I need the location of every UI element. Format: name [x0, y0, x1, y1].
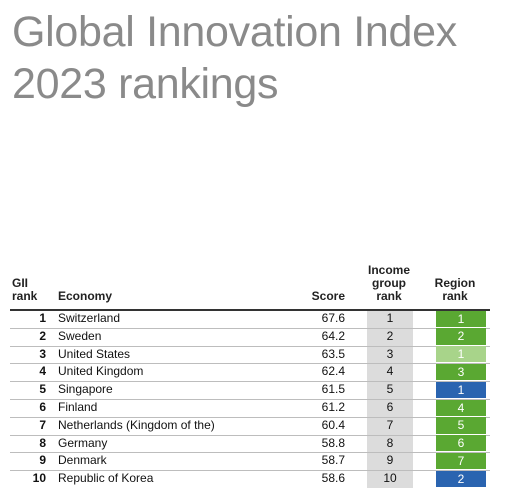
row-rule	[10, 470, 490, 472]
row-rule	[10, 327, 490, 329]
economy: Sweden	[58, 328, 102, 343]
gii-rank: 10	[32, 471, 46, 486]
row-rule	[10, 434, 490, 436]
economy: Republic of Korea	[58, 471, 154, 486]
region-rank: 2	[436, 328, 486, 345]
region-rank: 6	[436, 435, 486, 452]
income-rank: 7	[386, 417, 394, 432]
income-rank: 5	[386, 382, 394, 397]
row-rule	[10, 363, 490, 365]
score: 58.6	[321, 471, 345, 486]
row-rule	[10, 381, 490, 383]
score: 58.7	[321, 453, 345, 468]
title-line: 2023 rankings	[12, 60, 279, 108]
score: 58.8	[321, 435, 345, 450]
region-rank: 5	[436, 417, 486, 434]
gii-rank: 5	[39, 382, 46, 397]
score: 64.2	[321, 328, 345, 343]
economy: Singapore	[58, 382, 113, 397]
score: 63.5	[321, 346, 345, 361]
income-rank: 1	[386, 311, 394, 325]
income-rank: 10	[383, 471, 397, 486]
row-rule	[10, 399, 490, 400]
income-rank: 4	[386, 364, 394, 379]
economy: Denmark	[58, 453, 107, 468]
header-rule	[10, 309, 490, 311]
region-rank: 3	[436, 363, 486, 381]
region-rank: 1	[436, 310, 486, 327]
gii-rank: 3	[39, 346, 46, 361]
gii-rank: 7	[39, 417, 46, 432]
region-rank: 7	[436, 452, 486, 470]
income-rank: 3	[386, 346, 394, 361]
score: 61.5	[321, 382, 345, 397]
economy: Finland	[58, 400, 98, 414]
column-header: GII rank	[12, 276, 38, 303]
row-rule	[10, 416, 490, 418]
region-rank: 4	[436, 399, 486, 416]
score: 67.6	[321, 311, 345, 325]
gii-rank: 9	[39, 453, 46, 468]
region-rank: 1	[436, 346, 486, 363]
column-header: Income group rank	[367, 263, 410, 303]
income-rank: 8	[386, 435, 394, 450]
gii-rank: 6	[39, 400, 46, 414]
score: 61.2	[321, 400, 345, 414]
row-rule	[10, 452, 490, 454]
column-header: Score	[311, 289, 345, 303]
gii-rank: 8	[39, 435, 46, 450]
region-rank: 1	[436, 381, 486, 398]
economy: Germany	[58, 435, 108, 450]
income-rank: 2	[386, 328, 394, 343]
economy: United Kingdom	[58, 364, 144, 379]
title-line: Global Innovation Index	[12, 8, 457, 56]
score: 62.4	[321, 364, 345, 379]
gii-rank: 1	[39, 311, 46, 325]
income-rank: 6	[386, 400, 394, 414]
gii-rank: 2	[39, 328, 46, 343]
row-rule	[10, 345, 490, 347]
economy: United States	[58, 346, 131, 361]
column-header: Region rank	[434, 276, 476, 303]
economy: Netherlands (Kingdom of the)	[58, 417, 215, 432]
region-rank: 2	[436, 470, 486, 487]
column-header: Economy	[58, 289, 113, 303]
score: 60.4	[321, 417, 345, 432]
gii-rank: 4	[39, 364, 46, 379]
income-rank: 9	[386, 453, 394, 468]
economy: Switzerland	[58, 311, 121, 325]
